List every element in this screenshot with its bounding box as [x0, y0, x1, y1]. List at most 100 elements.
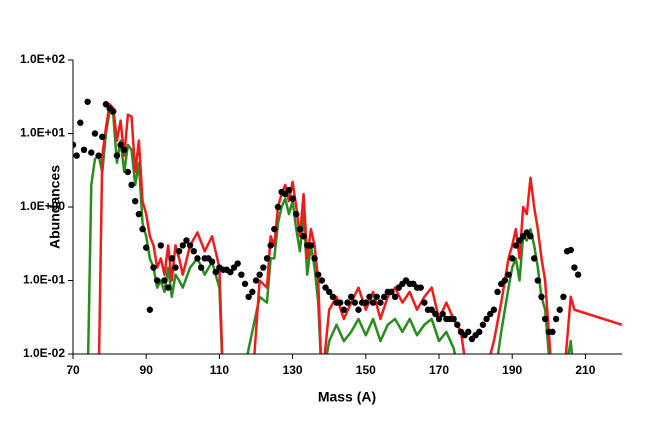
y-tick-label: 1.0E+01	[20, 126, 65, 140]
data-point	[95, 152, 102, 159]
data-point	[439, 310, 446, 318]
data-point	[351, 299, 359, 306]
data-point	[238, 271, 245, 278]
x-tick-label: 170	[429, 363, 449, 377]
data-point	[245, 293, 252, 301]
data-point	[487, 310, 494, 318]
data-point	[534, 277, 542, 284]
data-point	[84, 98, 91, 105]
data-point	[289, 195, 296, 202]
data-point	[102, 101, 110, 108]
data-point	[530, 255, 538, 262]
data-point	[274, 203, 282, 211]
data-point	[318, 277, 326, 284]
data-point	[355, 306, 362, 313]
data-point	[135, 210, 143, 218]
data-point	[505, 271, 512, 278]
data-point	[179, 242, 186, 249]
data-point	[556, 306, 563, 313]
data-point	[132, 197, 139, 205]
x-tick-label: 150	[356, 363, 376, 377]
data-point	[417, 284, 424, 291]
data-point	[479, 321, 487, 328]
data-point	[336, 299, 344, 306]
data-point	[128, 181, 135, 189]
data-point	[465, 328, 472, 336]
data-point	[241, 280, 249, 288]
data-point	[369, 299, 377, 306]
data-point	[483, 315, 490, 323]
data-point	[315, 271, 322, 278]
data-line	[86, 110, 574, 354]
data-point	[541, 315, 549, 323]
data-point	[234, 260, 241, 267]
data-point	[208, 258, 216, 265]
data-point	[183, 237, 190, 244]
data-point	[435, 315, 443, 323]
data-point	[164, 284, 172, 291]
data-point	[271, 225, 278, 233]
data-point	[574, 271, 582, 278]
data-point	[432, 310, 439, 318]
data-point	[329, 293, 337, 301]
data-point	[560, 293, 567, 301]
data-point	[110, 108, 117, 115]
data-point	[194, 255, 201, 262]
data-point	[175, 248, 183, 255]
data-point	[501, 277, 509, 284]
data-point	[380, 293, 388, 301]
data-point	[212, 268, 219, 276]
y-tick-label: 1.0E-01	[23, 273, 65, 287]
data-point	[99, 133, 106, 141]
data-point	[161, 277, 168, 284]
data-point	[326, 288, 333, 296]
data-point	[249, 288, 256, 296]
data-point	[256, 271, 263, 278]
data-point	[571, 264, 578, 271]
data-point	[476, 328, 483, 336]
data-point	[509, 255, 516, 262]
data-point	[172, 264, 179, 271]
data-point	[340, 306, 348, 313]
x-tick-label: 70	[66, 363, 80, 377]
data-point	[143, 244, 150, 251]
data-point	[307, 242, 315, 249]
data-point	[88, 149, 95, 156]
data-point	[362, 299, 369, 306]
data-point	[227, 268, 234, 276]
data-point	[490, 306, 498, 313]
data-point	[139, 225, 146, 233]
data-point	[113, 152, 121, 159]
data-point	[366, 293, 373, 301]
data-point	[77, 119, 84, 126]
data-point	[267, 242, 274, 249]
data-point	[567, 246, 574, 254]
data-point	[494, 288, 501, 296]
data-point	[549, 328, 556, 336]
data-point	[552, 315, 560, 323]
data-point	[347, 293, 355, 301]
data-point	[73, 152, 80, 159]
x-tick-label: 130	[283, 363, 303, 377]
data-point	[300, 233, 307, 240]
x-tick-label: 210	[575, 363, 595, 377]
data-point	[252, 277, 260, 284]
x-tick-label: 190	[502, 363, 522, 377]
data-point	[373, 293, 380, 301]
data-point	[153, 277, 161, 284]
y-tick-label: 1.0E+00	[20, 199, 65, 213]
data-point	[293, 210, 300, 218]
data-point	[527, 233, 534, 240]
data-point	[150, 264, 157, 271]
data-point	[91, 130, 99, 137]
x-tick-label: 110	[210, 363, 230, 377]
data-point	[285, 186, 293, 194]
data-point	[157, 242, 165, 249]
data-point	[263, 255, 271, 262]
data-point	[121, 146, 128, 154]
data-point	[538, 293, 545, 301]
data-point	[516, 237, 523, 244]
data-point	[186, 242, 194, 249]
data-point	[197, 264, 205, 271]
data-point	[391, 293, 399, 301]
